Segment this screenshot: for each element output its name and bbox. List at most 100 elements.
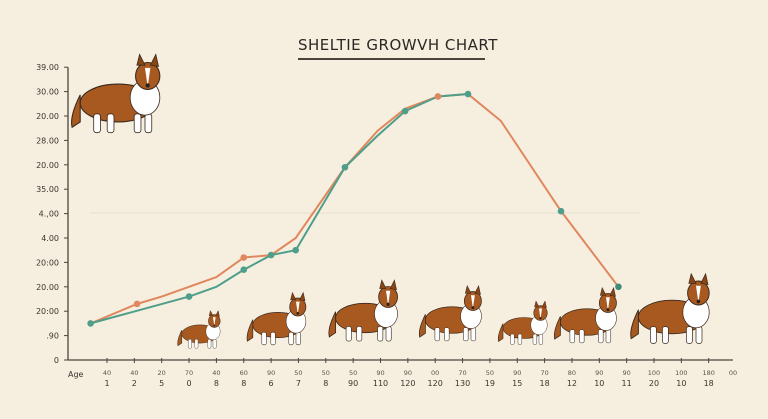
x-tick-label-bottom: 120 — [400, 379, 415, 388]
dog-leg — [532, 333, 537, 345]
dog-blaze — [386, 290, 391, 306]
y-tick-label: 28.00 — [36, 136, 59, 145]
dog-leg — [356, 326, 363, 342]
series-line-1 — [90, 93, 620, 325]
y-tick-label: 4.00 — [41, 234, 59, 243]
dog-ears — [136, 53, 160, 68]
dog-leg — [538, 333, 543, 345]
x-tick-label-top: 80 — [568, 369, 576, 377]
x-tick-label-bottom: 8 — [241, 379, 246, 388]
dog-leg — [133, 113, 142, 134]
x-tick-label-top: 90 — [595, 369, 603, 377]
x-tick-label-top: 00 — [729, 369, 737, 377]
x-tick-label-bottom: 0 — [187, 379, 192, 388]
dog-leg — [470, 327, 477, 342]
dog-blaze — [606, 297, 610, 311]
dog-ears — [290, 291, 306, 302]
x-tick-label-top: 50 — [486, 369, 494, 377]
dog-leg — [345, 326, 352, 342]
x-tick-label-top: 70 — [540, 369, 548, 377]
x-tick-label-bottom: 5 — [159, 379, 164, 388]
x-tick-label-top: 40 — [130, 369, 138, 377]
x-tick-label-top: 40 — [212, 369, 220, 377]
dog-leg — [686, 326, 693, 344]
y-tick-label: .90 — [46, 332, 59, 341]
dog-illustration — [177, 310, 221, 349]
dog-tail — [553, 316, 561, 340]
dog-leg — [106, 113, 115, 134]
x-tick-label-bottom: 110 — [373, 379, 388, 388]
x-tick-label-bottom: 7 — [296, 379, 301, 388]
x-tick-label-bottom: 120 — [428, 379, 443, 388]
x-tick-label-top: 70 — [458, 369, 466, 377]
x-tick-label-bottom: 10 — [676, 379, 686, 388]
y-tick-label: 35.00 — [36, 185, 59, 194]
x-axis-label: Age — [68, 370, 84, 379]
dog-leg — [261, 331, 267, 346]
dog-blaze — [539, 308, 542, 319]
x-tick-label-top: 180 — [702, 369, 714, 377]
dog-nose — [145, 83, 150, 88]
dog-illustration — [71, 53, 161, 134]
x-tick-label-bottom: 2 — [132, 379, 137, 388]
data-point — [464, 90, 472, 98]
dog-tail — [177, 329, 183, 347]
data-point — [240, 266, 248, 274]
dog-leg — [517, 333, 522, 345]
dog-illustration — [630, 272, 710, 344]
x-tick-label-bottom: 1 — [104, 379, 109, 388]
dog-ears — [599, 286, 616, 297]
x-tick-label-bottom: 20 — [649, 379, 659, 388]
data-point — [557, 207, 565, 215]
dog-nose — [696, 299, 701, 304]
dog-nose — [606, 308, 610, 312]
dog-illustration — [246, 291, 307, 346]
y-tick-label: 0 — [54, 356, 59, 365]
y-tick-label: 20.00 — [36, 112, 59, 121]
x-tick-label-top: 40 — [103, 369, 111, 377]
data-point — [615, 283, 622, 291]
x-tick-label-top: 00 — [431, 369, 439, 377]
dog-nose — [386, 302, 390, 306]
dog-nose — [539, 317, 542, 320]
x-tick-label-top: 70 — [185, 369, 193, 377]
dog-leg — [288, 331, 294, 346]
dog-nose — [213, 324, 216, 327]
dog-ears — [208, 310, 220, 317]
data-point — [434, 93, 442, 100]
x-tick-label-bottom: 15 — [512, 379, 522, 388]
y-tick-label: 20.00 — [36, 161, 59, 170]
x-tick-label-top: 100 — [675, 369, 687, 377]
x-tick-label-bottom: 6 — [269, 379, 274, 388]
y-tick-label: 20:00 — [36, 307, 59, 316]
x-tick-label-top: 90 — [376, 369, 384, 377]
dog-leg — [569, 329, 575, 344]
dog-blaze — [296, 301, 300, 315]
dog-blaze — [145, 67, 151, 87]
data-point — [240, 254, 248, 261]
x-tick-label-top: 60 — [240, 369, 248, 377]
y-tick-label: 4.,00 — [39, 210, 59, 219]
dog-leg — [434, 327, 440, 342]
dog-leg — [377, 326, 384, 342]
chart-title: SHELTIE GROWVH CHART — [298, 36, 498, 54]
dog-leg — [662, 326, 669, 344]
x-tick-label-bottom: 18 — [540, 379, 550, 388]
x-tick-label-top: 50 — [294, 369, 302, 377]
dog-leg — [295, 331, 301, 346]
dog-ears — [534, 300, 547, 309]
x-tick-label-top: 50 — [322, 369, 330, 377]
data-point — [267, 251, 275, 259]
data-point — [87, 320, 94, 327]
data-point — [185, 293, 193, 300]
title-underline — [298, 58, 485, 60]
dog-leg — [385, 326, 392, 342]
y-tick-label: 30.00 — [36, 88, 59, 97]
x-tick-label-bottom: 130 — [455, 379, 470, 388]
dog-ears — [464, 284, 481, 295]
x-tick-label-top: 100 — [648, 369, 660, 377]
dog-tail — [246, 319, 254, 342]
dog-tail — [497, 323, 504, 342]
x-tick-label-bottom: 90 — [348, 379, 358, 388]
y-tick-label: 20.00 — [36, 283, 59, 292]
